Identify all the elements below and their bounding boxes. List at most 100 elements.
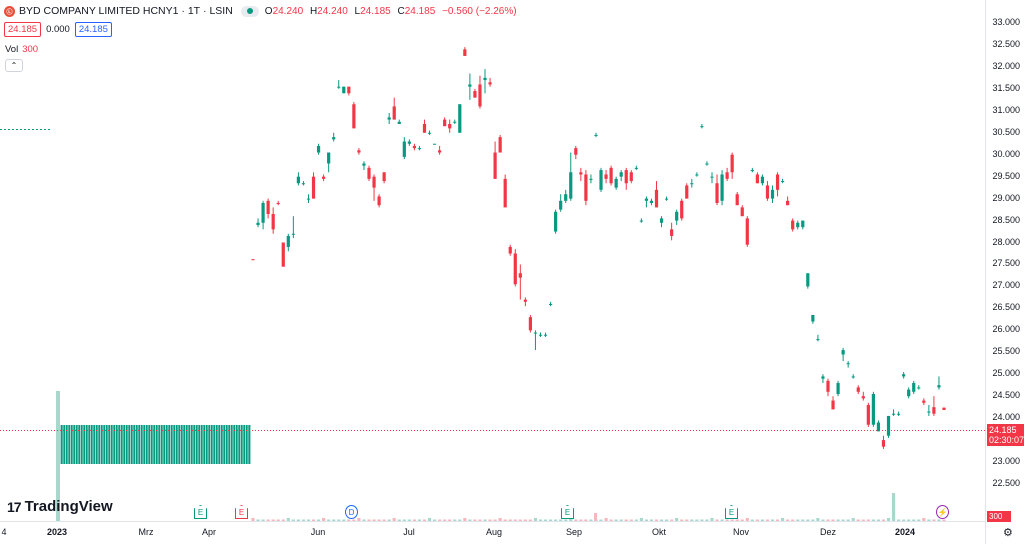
- volume-bar: [291, 519, 295, 521]
- earnings-icon[interactable]: E: [561, 505, 574, 519]
- earnings-icon[interactable]: E: [194, 505, 207, 519]
- volume-bar: [775, 519, 780, 521]
- candle: [907, 387, 911, 399]
- market-status-icon[interactable]: [240, 5, 259, 17]
- buy-button[interactable]: 24.185: [74, 22, 112, 37]
- volume-bar: [412, 519, 417, 521]
- price-tick-label: 31.500: [992, 82, 1020, 93]
- volume-bar: [559, 519, 563, 521]
- volume-bar: [438, 519, 442, 521]
- volume-bar: [705, 519, 709, 521]
- high-label: H: [309, 5, 318, 17]
- last-price-label: 24.185 02:30:07: [987, 424, 1024, 446]
- candle: [453, 119, 457, 124]
- candle: [261, 200, 265, 230]
- time-tick-label: Dez: [819, 527, 837, 537]
- candle: [871, 391, 875, 427]
- volume-bar: [765, 519, 770, 521]
- volume-bar: [256, 519, 260, 521]
- candle: [629, 170, 633, 184]
- earnings-icon[interactable]: E: [235, 505, 248, 519]
- low-value: 24.185: [360, 5, 391, 17]
- volume-bar: [922, 518, 926, 521]
- collapse-legend-button[interactable]: ⌃: [5, 59, 23, 72]
- volume-bar: [912, 519, 916, 521]
- candle: [695, 172, 699, 177]
- volume-bar: [871, 519, 875, 521]
- candle: [639, 218, 643, 223]
- volume-bar: [750, 519, 754, 521]
- volume-bar: [826, 519, 830, 521]
- candle: [836, 380, 840, 397]
- time-tick-label: Jul: [403, 527, 415, 537]
- candle: [367, 165, 371, 182]
- volume-bar: [528, 519, 533, 521]
- candle: [826, 378, 830, 397]
- candle: [448, 119, 452, 133]
- candle: [256, 218, 260, 228]
- dividend-icon[interactable]: D: [345, 505, 358, 519]
- volume-bar: [876, 519, 881, 521]
- candle: [897, 411, 901, 416]
- candle: [311, 172, 316, 199]
- candle: [564, 189, 568, 204]
- candle: [322, 174, 326, 182]
- candle: [831, 396, 835, 410]
- volume-bar: [427, 518, 432, 521]
- gear-icon[interactable]: ⚙: [1003, 527, 1013, 539]
- volume-bar: [735, 519, 739, 521]
- lightning-icon[interactable]: ⚡: [936, 505, 949, 519]
- volume-bar: [554, 519, 558, 521]
- time-tick-label: Aug: [485, 527, 503, 537]
- bar-countdown: 02:30:07: [989, 435, 1024, 445]
- candle: [700, 123, 704, 129]
- volume-bar: [296, 519, 300, 521]
- candle: [306, 194, 311, 204]
- volume-bar: [866, 519, 870, 521]
- candle: [579, 167, 583, 182]
- candle: [528, 314, 533, 333]
- volume-bar: [806, 519, 810, 521]
- volume-bar: [387, 519, 391, 521]
- candle: [327, 152, 331, 173]
- volume-bar: [443, 519, 447, 521]
- volume-bar: [463, 518, 467, 521]
- last-price-value: 24.185: [989, 425, 1017, 435]
- time-tick-label: Jun: [310, 527, 326, 537]
- volume-bar: [715, 519, 719, 521]
- interval-label[interactable]: 1T: [187, 5, 201, 17]
- candle: [483, 69, 487, 94]
- volume-bar: [589, 519, 593, 521]
- candle: [251, 259, 255, 261]
- candle: [917, 385, 921, 390]
- volume-series: [251, 493, 946, 521]
- earnings-icon[interactable]: E: [725, 505, 738, 519]
- volume-bar: [347, 519, 351, 521]
- volume-bar: [609, 519, 613, 521]
- candle: [654, 181, 659, 208]
- sell-button[interactable]: 24.185: [4, 22, 42, 37]
- volume-bar: [664, 519, 669, 521]
- candle: [342, 86, 346, 94]
- candle: [503, 174, 507, 208]
- candle: [745, 216, 749, 247]
- price-tick-label: 27.000: [992, 280, 1020, 291]
- volume-bar: [644, 519, 649, 521]
- candle: [589, 174, 593, 184]
- candle: [412, 143, 417, 151]
- volume-legend[interactable]: Vol 300: [5, 44, 38, 55]
- price-tick-label: 32.500: [992, 38, 1020, 49]
- volume-bar: [357, 518, 361, 521]
- volume-bar: [846, 519, 850, 521]
- volume-bar: [639, 518, 643, 521]
- candle: [543, 332, 548, 337]
- symbol-name[interactable]: BYD COMPANY LIMITED HCNY1: [19, 5, 179, 17]
- candle: [387, 113, 391, 124]
- candle: [443, 117, 447, 127]
- volume-bar: [327, 519, 331, 521]
- price-tick-label: 26.500: [992, 302, 1020, 313]
- volume-bar: [841, 519, 845, 521]
- tradingview-logo[interactable]: 17 TradingView: [7, 498, 113, 515]
- candle: [634, 165, 638, 171]
